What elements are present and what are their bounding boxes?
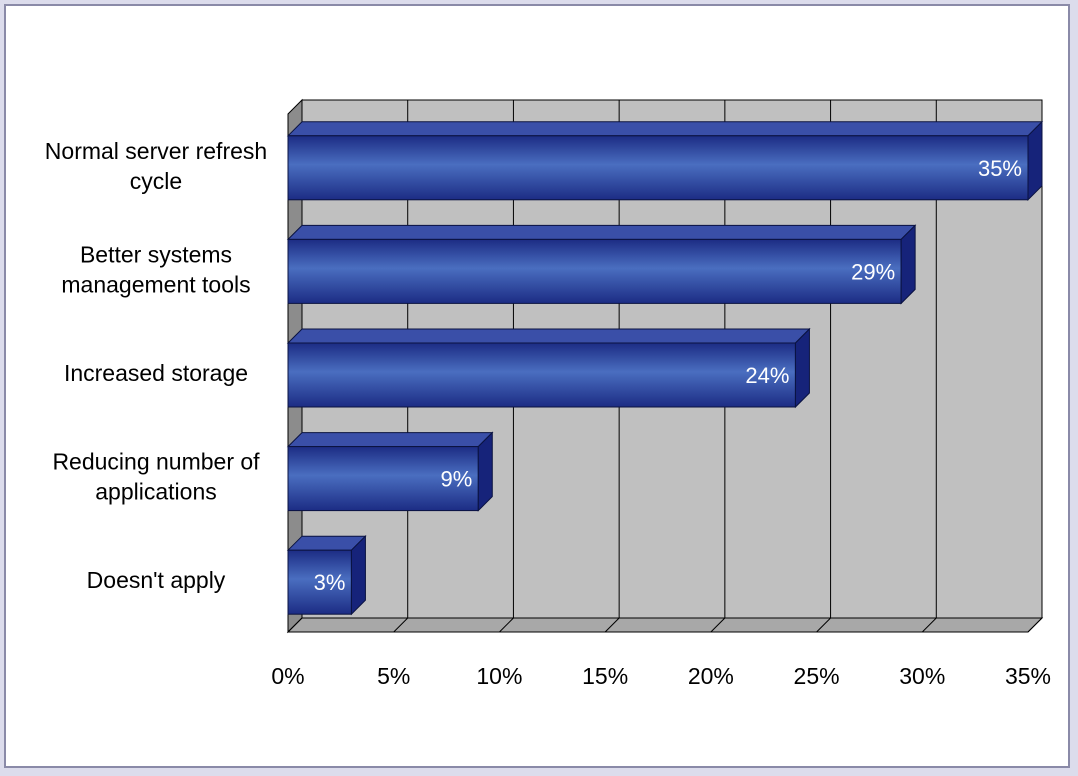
gridline-floor [921, 617, 937, 633]
bar-group [286, 120, 1044, 202]
gridline-floor [710, 617, 726, 633]
category-label: Normal server refresh cycle [45, 138, 267, 194]
bar-group [286, 534, 367, 616]
category-label: Reducing number of applications [52, 449, 260, 505]
x-tick-label: 30% [899, 663, 945, 689]
bar-end [1027, 120, 1043, 202]
gridline-floor [499, 617, 514, 633]
bar-value-label: 9% [440, 467, 472, 492]
x-tick-label: 35% [1005, 663, 1051, 689]
category-label: Doesn't apply [87, 567, 226, 593]
bar-value-label: 35% [978, 156, 1022, 181]
category-label: Better systems management tools [61, 241, 250, 297]
category-label: Increased storage [64, 360, 248, 386]
bar-end [350, 534, 366, 616]
bar-top [286, 224, 917, 240]
x-tick-label: 15% [582, 663, 628, 689]
bar [287, 135, 1029, 201]
gridline-floor [1027, 617, 1043, 633]
bar-group [286, 431, 494, 512]
bar-value-label: 29% [851, 259, 895, 284]
axis-labels: 0% 5% 10% 15% 20% 25% 30% 35% 35% Normal server r… [45, 138, 1051, 689]
bar-end [477, 431, 493, 512]
bar-top [286, 121, 1044, 137]
gridline-floor [393, 617, 409, 633]
bars [286, 120, 1044, 616]
bar-end [794, 327, 810, 409]
x-tick-label: 25% [794, 663, 840, 689]
gridline-floor [604, 617, 620, 633]
x-tick-label: 5% [377, 663, 410, 689]
bar [287, 342, 796, 408]
bar [287, 446, 479, 512]
gridline-floor [287, 617, 303, 633]
x-tick-label: 10% [476, 663, 522, 689]
bar-group [286, 327, 811, 409]
bar-value-label: 24% [745, 363, 789, 388]
bar-top [286, 432, 494, 448]
x-tick-label: 20% [688, 663, 734, 689]
bar-value-label: 3% [314, 570, 346, 595]
bar-top [286, 328, 811, 344]
gridline-floor [816, 617, 831, 633]
chart-frame: 0% 5% 10% 15% 20% 25% 30% 35% 35% Normal server r… [4, 4, 1070, 768]
bar-chart: 0% 5% 10% 15% 20% 25% 30% 35% 35% Normal server r… [45, 98, 1051, 689]
bar-end [900, 224, 916, 305]
x-tick-label: 0% [271, 663, 304, 689]
bar [287, 549, 352, 615]
bar-group [286, 224, 917, 305]
bar [287, 238, 902, 304]
